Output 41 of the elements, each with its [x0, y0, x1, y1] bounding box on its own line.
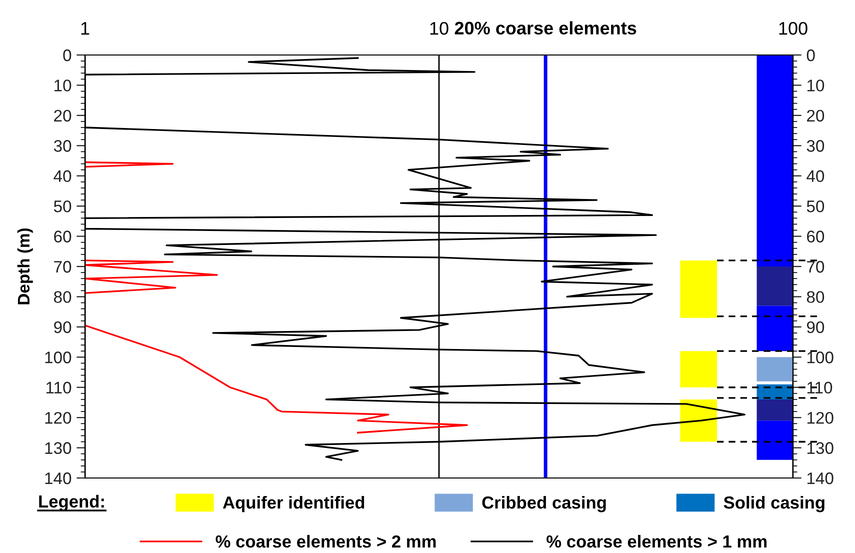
ref-line-label: 20% coarse elements	[454, 21, 636, 35]
y-tick-label: 100	[45, 352, 72, 364]
y-axis-title: Depth (m)	[17, 228, 33, 304]
y-tick-label: 50	[54, 200, 72, 212]
y2-tick-label: 120	[807, 412, 834, 424]
y2-tick-label: 110	[807, 382, 832, 394]
y-tick-label: 120	[45, 412, 72, 424]
y-tick-label: 60	[54, 230, 72, 242]
legend-label: Cribbed casing	[482, 496, 606, 512]
x-tick-label: 10	[430, 22, 448, 35]
y-tick-label: 140	[45, 472, 72, 484]
y-tick-label: 130	[45, 442, 72, 454]
y-tick-label: 70	[54, 260, 72, 273]
y-tick-label: 90	[54, 321, 72, 334]
y2-tick-label: 40	[806, 170, 824, 182]
x-tick-label: 100	[779, 22, 808, 35]
y-tick-label: 30	[54, 140, 72, 152]
y-tick-label: 110	[46, 382, 72, 394]
y-tick-label: 0	[63, 49, 72, 62]
y-tick-label: 10	[54, 80, 72, 92]
legend-label: % coarse elements > 2 mm	[216, 534, 436, 548]
y2-tick-label: 140	[807, 472, 834, 484]
y2-tick-label: 70	[807, 260, 824, 273]
legend-title: Legend:	[39, 494, 104, 512]
y2-tick-label: 30	[806, 140, 824, 152]
y2-tick-label: 20	[807, 110, 824, 122]
y2-tick-label: 90	[806, 321, 824, 334]
y2-tick-label: 50	[806, 200, 824, 212]
y2-tick-label: 100	[807, 352, 834, 364]
y2-tick-label: 10	[807, 80, 824, 92]
y-tick-label: 80	[54, 291, 72, 303]
y2-tick-label: 0	[806, 49, 815, 62]
legend-label: % coarse elements > 1 mm	[546, 534, 767, 548]
y2-tick-label: 80	[806, 291, 824, 303]
legend-label: Aquifer identified	[222, 496, 364, 512]
y-tick-label: 20	[54, 110, 72, 122]
y2-tick-label: 130	[807, 442, 834, 454]
y-tick-label: 40	[54, 170, 72, 182]
y2-tick-label: 60	[807, 230, 824, 242]
legend-label: Solid casing	[724, 496, 824, 512]
x-tick-label: 1	[81, 22, 90, 35]
